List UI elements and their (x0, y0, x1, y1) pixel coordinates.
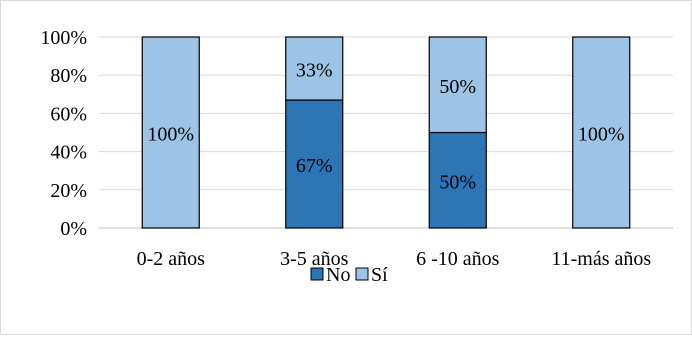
legend-swatch (310, 267, 324, 281)
bar-segment-sí (428, 36, 487, 134)
y-tick-label: 0% (60, 218, 87, 240)
bar-segment-no (285, 99, 344, 229)
bars (141, 36, 631, 229)
y-axis-ticks: 0% 20% 40% 60% 80% 100% (40, 27, 87, 240)
data-label: 33% (296, 60, 333, 82)
legend: No Sí (310, 264, 388, 286)
category-label: 6 -10 años (416, 248, 500, 270)
bar-segment-sí (285, 36, 344, 101)
data-label: 50% (439, 171, 476, 193)
category-label: 11-más años (551, 248, 651, 270)
data-label: 100% (147, 124, 194, 146)
data-label: 67% (296, 155, 333, 177)
x-axis-categories: 0-2 años 3-5 años 6 -10 años 11-más años (137, 248, 652, 270)
data-labels: 100% 67% 33% 50% 50% 100% (147, 60, 624, 194)
y-tick-label: 40% (50, 142, 87, 164)
y-tick-label: 60% (50, 103, 87, 125)
y-tick-label: 80% (50, 65, 87, 87)
data-label: 50% (439, 76, 476, 98)
legend-label: No (326, 264, 350, 286)
data-label: 100% (578, 124, 625, 146)
y-tick-label: 100% (40, 27, 87, 49)
bar-segment-sí (141, 36, 200, 229)
bar-segment-sí (572, 36, 631, 229)
stacked-bar-chart: 0% 20% 40% 60% 80% 100% 100% 67% 33% 50% 50%100% … (40, 27, 673, 286)
category-label: 3-5 años (280, 248, 349, 270)
legend-label: Sí (371, 264, 388, 286)
legend-swatch (355, 267, 369, 281)
category-label: 0-2 años (137, 248, 206, 270)
y-tick-label: 20% (50, 180, 87, 202)
